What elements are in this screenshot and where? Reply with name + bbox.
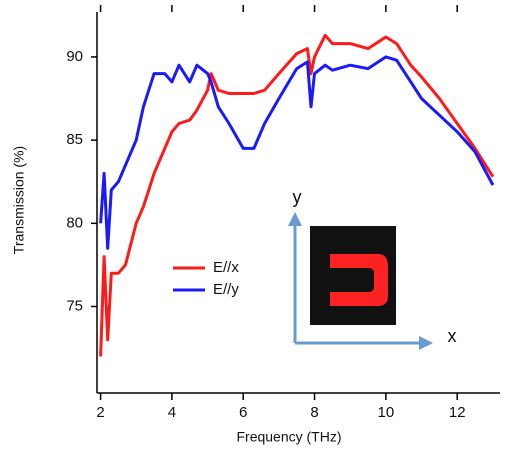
x-tick-label: 8	[310, 404, 318, 421]
inset-arrowhead	[419, 336, 433, 350]
legend-label: E//x	[213, 259, 239, 276]
x-tick-label: 4	[168, 404, 176, 421]
legend-label: E//y	[213, 281, 239, 298]
x-tick-label: 12	[449, 404, 466, 421]
data-line	[99, 33, 495, 357]
inset: y x	[288, 187, 457, 350]
inset-shape	[330, 254, 388, 306]
x-tick-label: 2	[96, 404, 104, 421]
y-tick-label: 85	[66, 131, 83, 148]
inset-label: x	[448, 326, 457, 346]
x-tick-label: 10	[378, 404, 395, 421]
x-axis-label: Frequency (THz)	[236, 429, 341, 445]
y-tick-label: 90	[66, 48, 83, 65]
y-tick-label: 80	[66, 214, 83, 231]
inset-label: y	[293, 187, 302, 207]
data-line	[99, 55, 495, 250]
y-axis-label: Transmission (%)	[11, 146, 27, 254]
x-tick-label: 6	[239, 404, 247, 421]
y-tick-label: 75	[66, 297, 83, 314]
inset-arrowhead	[288, 212, 302, 226]
